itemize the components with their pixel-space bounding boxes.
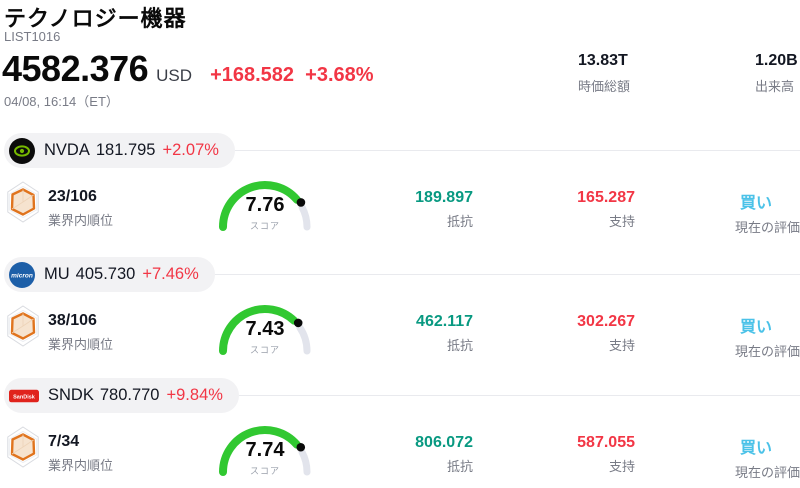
index-price-line: 4582.376 USD +168.582 +3.68% bbox=[2, 48, 374, 90]
score-gauge: 7.74 スコア bbox=[215, 420, 315, 480]
index-change: +168.582 +3.68% bbox=[210, 64, 374, 86]
support-column: 587.055 支持 bbox=[502, 434, 635, 475]
volume-stat: 1.20B 出来高 bbox=[755, 52, 798, 95]
rating-column: 買い 現在の評価 bbox=[735, 313, 800, 360]
rank-radar-icon bbox=[7, 426, 39, 468]
ticker-symbol: MU bbox=[44, 265, 70, 283]
ticker-pill-row: NVDA 181.795 +2.07% bbox=[4, 133, 800, 168]
rating-value: 買い bbox=[740, 195, 773, 212]
rank-value: 7/34 bbox=[48, 433, 80, 450]
rating-column: 買い 現在の評価 bbox=[735, 189, 800, 236]
ticker-change: +2.07% bbox=[162, 141, 219, 159]
score-value: 7.43 bbox=[245, 318, 285, 340]
rank-label: 業界内順位 bbox=[48, 458, 114, 473]
index-price: 4582.376 bbox=[2, 48, 149, 89]
list-id: LIST1016 bbox=[4, 29, 61, 44]
ticker-pill-sndk[interactable]: SanDisk SNDK 780.770 +9.84% bbox=[4, 378, 239, 413]
rank-radar-icon bbox=[7, 181, 39, 223]
support-value: 302.267 bbox=[577, 313, 635, 330]
rating-value: 買い bbox=[740, 440, 773, 457]
row-divider bbox=[238, 395, 800, 396]
industry-rank: 7/34 業界内順位 bbox=[48, 433, 113, 474]
nvda-logo-icon bbox=[9, 137, 35, 164]
support-label: 支持 bbox=[608, 214, 635, 229]
gauge-arc bbox=[219, 181, 311, 231]
score-value: 7.74 bbox=[245, 439, 285, 461]
support-label: 支持 bbox=[608, 459, 635, 474]
rank-value: 23/106 bbox=[48, 188, 97, 205]
volume-value: 1.20B bbox=[755, 52, 798, 69]
ticker-pill-row: SanDisk SNDK 780.770 +9.84% bbox=[4, 378, 800, 413]
rank-value: 38/106 bbox=[48, 312, 97, 329]
sandisk-logo-icon: SanDisk bbox=[9, 383, 39, 409]
score-label: スコア bbox=[249, 466, 280, 476]
row-divider bbox=[234, 150, 800, 151]
rating-label: 現在の評価 bbox=[735, 344, 800, 359]
support-value: 587.055 bbox=[577, 434, 635, 451]
industry-rank: 38/106 業界内順位 bbox=[48, 312, 113, 353]
rating-value: 買い bbox=[740, 319, 773, 336]
resistance-value: 189.897 bbox=[415, 189, 473, 206]
page-title: テクノロジー機器 bbox=[4, 6, 187, 31]
volume-label: 出来高 bbox=[755, 79, 795, 94]
ticker-change: +9.84% bbox=[166, 386, 223, 404]
ticker-price: 181.795 bbox=[95, 141, 156, 159]
svg-text:SanDisk: SanDisk bbox=[13, 394, 36, 400]
gauge-arc bbox=[219, 305, 311, 355]
stock-row: SanDisk SNDK 780.770 +9.84% 7/34 業界内順位 7… bbox=[0, 378, 800, 488]
industry-rank: 23/106 業界内順位 bbox=[48, 188, 113, 229]
rating-column: 買い 現在の評価 bbox=[735, 434, 800, 481]
ticker-pill-row: micron MU 405.730 +7.46% bbox=[4, 257, 800, 292]
resistance-column: 189.897 抵抗 bbox=[340, 189, 473, 230]
rating-label: 現在の評価 bbox=[735, 220, 800, 235]
ticker-symbol: NVDA bbox=[44, 141, 90, 159]
support-value: 165.287 bbox=[577, 189, 635, 206]
stock-row: NVDA 181.795 +2.07% 23/106 業界内順位 7.76 スコ… bbox=[0, 133, 800, 258]
support-column: 165.287 支持 bbox=[502, 189, 635, 230]
support-label: 支持 bbox=[608, 338, 635, 353]
row-divider bbox=[214, 274, 800, 275]
gauge-arc bbox=[219, 426, 311, 476]
rank-label: 業界内順位 bbox=[48, 337, 114, 352]
market-cap-value: 13.83T bbox=[578, 52, 628, 69]
score-gauge: 7.76 スコア bbox=[215, 175, 315, 235]
rank-radar-icon bbox=[7, 305, 39, 347]
resistance-value: 806.072 bbox=[415, 434, 473, 451]
resistance-label: 抵抗 bbox=[446, 338, 473, 353]
ticker-price: 405.730 bbox=[75, 265, 136, 283]
ticker-change: +7.46% bbox=[142, 265, 199, 283]
resistance-column: 806.072 抵抗 bbox=[340, 434, 473, 475]
score-gauge: 7.43 スコア bbox=[215, 299, 315, 359]
market-cap-label: 時価総額 bbox=[578, 79, 631, 94]
stock-row: micron MU 405.730 +7.46% 38/106 業界内順位 7.… bbox=[0, 257, 800, 382]
score-label: スコア bbox=[249, 345, 280, 355]
score-value: 7.76 bbox=[245, 194, 285, 216]
micron-logo-icon: micron bbox=[9, 261, 35, 288]
ticker-pill-nvda[interactable]: NVDA 181.795 +2.07% bbox=[4, 133, 235, 168]
support-column: 302.267 支持 bbox=[502, 313, 635, 354]
currency-label: USD bbox=[156, 66, 193, 85]
ticker-symbol: SNDK bbox=[48, 386, 94, 404]
resistance-value: 462.117 bbox=[416, 313, 473, 330]
resistance-label: 抵抗 bbox=[446, 214, 473, 229]
rank-label: 業界内順位 bbox=[48, 213, 114, 228]
ticker-pill-mu[interactable]: micron MU 405.730 +7.46% bbox=[4, 257, 215, 292]
ticker-price: 780.770 bbox=[99, 386, 160, 404]
rating-label: 現在の評価 bbox=[735, 465, 800, 480]
quote-timestamp: 04/08, 16:14（ET） bbox=[4, 94, 119, 109]
resistance-label: 抵抗 bbox=[446, 459, 473, 474]
score-label: スコア bbox=[249, 221, 280, 231]
market-cap-stat: 13.83T 時価総額 bbox=[578, 52, 630, 95]
resistance-column: 462.117 抵抗 bbox=[340, 313, 473, 354]
svg-text:micron: micron bbox=[11, 272, 33, 279]
